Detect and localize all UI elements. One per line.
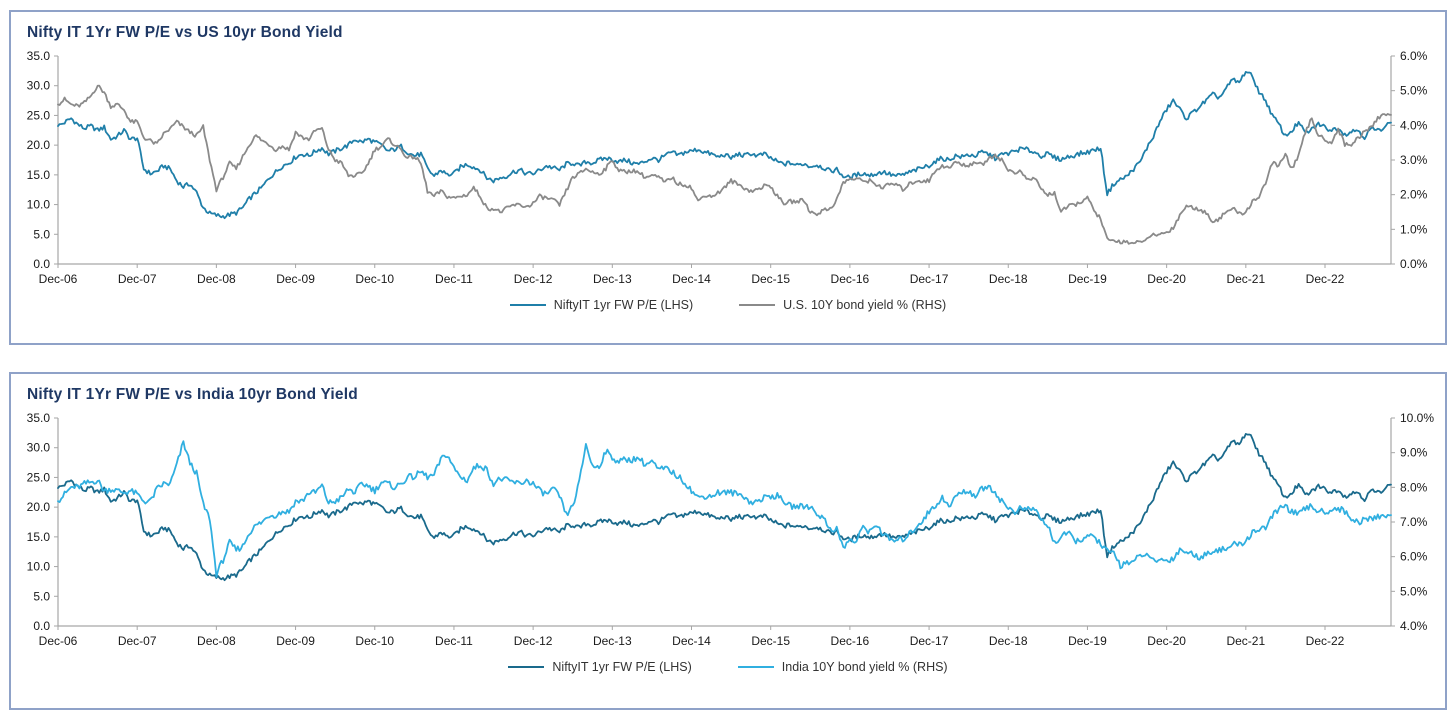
legend-line-swatch	[509, 303, 546, 307]
svg-text:1.0%: 1.0%	[1400, 222, 1428, 236]
svg-text:35.0: 35.0	[27, 49, 51, 63]
legend-label: NiftyIT 1yr FW P/E (LHS)	[552, 660, 692, 674]
svg-text:Dec-21: Dec-21	[1226, 634, 1265, 648]
svg-text:Dec-22: Dec-22	[1306, 634, 1345, 648]
svg-text:Dec-13: Dec-13	[593, 634, 632, 648]
svg-text:2.0%: 2.0%	[1400, 188, 1428, 202]
chart-panel-india: Nifty IT 1Yr FW P/E vs India 10yr Bond Y…	[9, 372, 1447, 710]
chart-panel-us: Nifty IT 1Yr FW P/E vs US 10yr Bond Yiel…	[9, 10, 1447, 345]
legend-item: U.S. 10Y bond yield % (RHS)	[739, 298, 946, 312]
legend-line-swatch	[739, 303, 776, 307]
svg-text:Dec-20: Dec-20	[1147, 272, 1186, 286]
chart-canvas-us: 35.0 30.0 25.0 20.0 15.0 10.0 5.0 0.0 6.0% 5.0% 4.…	[27, 49, 1428, 286]
svg-text:Dec-11: Dec-11	[435, 272, 473, 286]
svg-text:Dec-14: Dec-14	[672, 634, 711, 648]
svg-text:4.0%: 4.0%	[1400, 118, 1428, 132]
svg-text:6.0%: 6.0%	[1400, 49, 1428, 63]
svg-text:Dec-11: Dec-11	[435, 634, 473, 648]
svg-text:7.0%: 7.0%	[1400, 515, 1428, 529]
svg-text:20.0: 20.0	[27, 138, 51, 152]
svg-text:Dec-20: Dec-20	[1147, 634, 1186, 648]
svg-text:25.0: 25.0	[27, 108, 51, 122]
legend-line-swatch	[737, 665, 774, 669]
svg-text:Dec-07: Dec-07	[118, 634, 157, 648]
legend-item: NiftyIT 1yr FW P/E (LHS)	[509, 298, 694, 312]
chart-canvas-india: 35.0 30.0 25.0 20.0 15.0 10.0 5.0 0.0 10.0% 9.0% 8…	[27, 411, 1435, 648]
svg-text:Dec-18: Dec-18	[989, 272, 1028, 286]
svg-text:Dec-17: Dec-17	[910, 634, 949, 648]
svg-text:9.0%: 9.0%	[1400, 446, 1428, 460]
svg-text:Dec-12: Dec-12	[514, 634, 553, 648]
svg-text:Dec-19: Dec-19	[1068, 634, 1107, 648]
chart-legend: NiftyIT 1yr FW P/E (LHS) U.S. 10Y bond y…	[11, 298, 1445, 312]
svg-text:35.0: 35.0	[27, 411, 51, 425]
svg-text:Dec-17: Dec-17	[910, 272, 949, 286]
svg-text:3.0%: 3.0%	[1400, 153, 1428, 167]
svg-text:Dec-19: Dec-19	[1068, 272, 1107, 286]
svg-text:10.0: 10.0	[27, 198, 51, 212]
chart-title: Nifty IT 1Yr FW P/E vs India 10yr Bond Y…	[27, 386, 358, 403]
svg-text:Dec-21: Dec-21	[1226, 272, 1265, 286]
chart-legend: NiftyIT 1yr FW P/E (LHS) India 10Y bond …	[11, 660, 1445, 674]
svg-text:10.0: 10.0	[27, 560, 51, 574]
svg-text:5.0%: 5.0%	[1400, 84, 1428, 98]
svg-text:Dec-10: Dec-10	[355, 634, 394, 648]
svg-text:15.0: 15.0	[27, 168, 51, 182]
svg-text:25.0: 25.0	[27, 470, 51, 484]
svg-text:Dec-08: Dec-08	[197, 634, 236, 648]
svg-text:Dec-10: Dec-10	[355, 272, 394, 286]
svg-text:Dec-09: Dec-09	[276, 272, 315, 286]
svg-text:0.0%: 0.0%	[1400, 257, 1428, 271]
legend-label: NiftyIT 1yr FW P/E (LHS)	[553, 298, 694, 312]
svg-text:0.0: 0.0	[33, 619, 50, 633]
svg-text:Dec-22: Dec-22	[1306, 272, 1345, 286]
legend-label: U.S. 10Y bond yield % (RHS)	[783, 298, 947, 312]
svg-text:Dec-16: Dec-16	[831, 634, 870, 648]
svg-text:Dec-18: Dec-18	[989, 634, 1028, 648]
svg-text:4.0%: 4.0%	[1400, 619, 1428, 633]
legend-item: NiftyIT 1yr FW P/E (LHS)	[508, 660, 692, 674]
svg-text:Dec-15: Dec-15	[751, 634, 790, 648]
svg-text:15.0: 15.0	[27, 530, 51, 544]
svg-text:8.0%: 8.0%	[1400, 480, 1428, 494]
svg-text:5.0%: 5.0%	[1400, 584, 1428, 598]
svg-text:Dec-07: Dec-07	[118, 272, 157, 286]
svg-text:Dec-08: Dec-08	[197, 272, 236, 286]
svg-text:30.0: 30.0	[27, 79, 51, 93]
legend-label: India 10Y bond yield % (RHS)	[781, 660, 948, 674]
svg-text:Dec-09: Dec-09	[276, 634, 315, 648]
svg-text:Dec-12: Dec-12	[514, 272, 553, 286]
svg-text:Dec-06: Dec-06	[39, 272, 78, 286]
svg-text:0.0: 0.0	[33, 257, 50, 271]
legend-line-swatch	[508, 665, 545, 669]
chart-title: Nifty IT 1Yr FW P/E vs US 10yr Bond Yiel…	[27, 24, 343, 41]
svg-text:Dec-13: Dec-13	[593, 272, 632, 286]
svg-text:10.0%: 10.0%	[1400, 411, 1434, 425]
svg-text:30.0: 30.0	[27, 441, 51, 455]
legend-item: India 10Y bond yield % (RHS)	[737, 660, 948, 674]
svg-text:Dec-06: Dec-06	[39, 634, 78, 648]
svg-text:6.0%: 6.0%	[1400, 550, 1428, 564]
svg-text:Dec-15: Dec-15	[751, 272, 790, 286]
svg-text:5.0: 5.0	[33, 227, 50, 241]
svg-text:Dec-14: Dec-14	[672, 272, 711, 286]
svg-text:20.0: 20.0	[27, 500, 51, 514]
svg-text:Dec-16: Dec-16	[831, 272, 870, 286]
svg-text:5.0: 5.0	[33, 589, 50, 603]
